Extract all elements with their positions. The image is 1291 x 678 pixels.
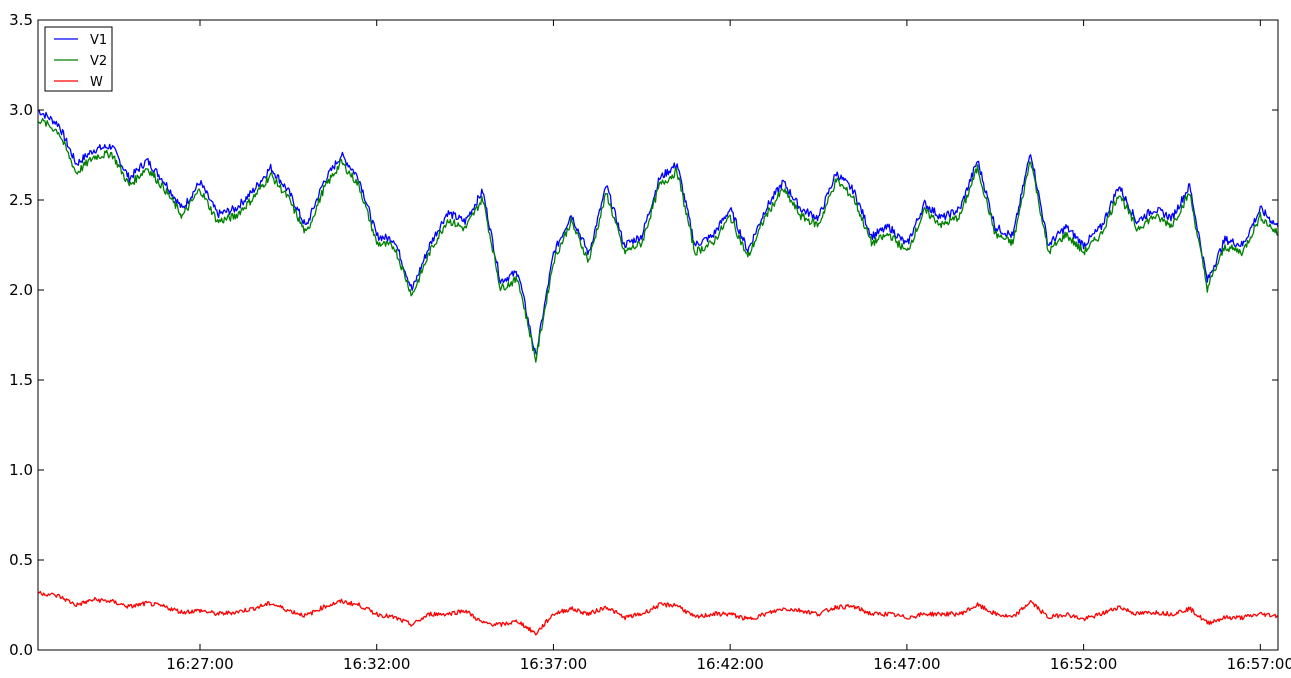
x-tick-label: 16:57:00 xyxy=(1227,655,1291,673)
plot-frame xyxy=(37,19,1279,651)
series-line-w xyxy=(37,590,1279,636)
y-tick-label: 2.5 xyxy=(9,191,33,209)
x-tick-label: 16:27:00 xyxy=(166,655,233,673)
series-line-v2 xyxy=(37,117,1279,363)
y-tick-label: 0.5 xyxy=(9,551,33,569)
x-tick-label: 16:52:00 xyxy=(1050,655,1117,673)
y-tick-label: 1.5 xyxy=(9,371,33,389)
x-tick-label: 16:42:00 xyxy=(696,655,763,673)
legend-box xyxy=(44,26,113,92)
x-tick-label: 16:37:00 xyxy=(520,655,587,673)
y-tick-label: 1.0 xyxy=(9,461,33,479)
y-tick-label: 0.0 xyxy=(9,641,33,659)
series-layer xyxy=(37,109,1279,636)
plot-background xyxy=(38,20,1278,650)
x-tick-label: 16:32:00 xyxy=(343,655,410,673)
legend-label-w: W xyxy=(90,75,103,90)
series-line-v1 xyxy=(37,109,1279,356)
x-tick-label: 16:47:00 xyxy=(873,655,940,673)
axis-layer: 0.0 0.5 1.0 1.5 2.0 2.5 3.0 3.5 16:27:00 16:32:00… xyxy=(9,11,1291,673)
y-tick-label: 3.0 xyxy=(9,101,33,119)
y-tick-label: 2.0 xyxy=(9,281,33,299)
legend-label-v2: V2 xyxy=(90,54,107,69)
y-tick-label: 3.5 xyxy=(9,11,33,29)
legend: V1 V2 W xyxy=(44,26,113,92)
legend-label-v1: V1 xyxy=(90,33,107,48)
